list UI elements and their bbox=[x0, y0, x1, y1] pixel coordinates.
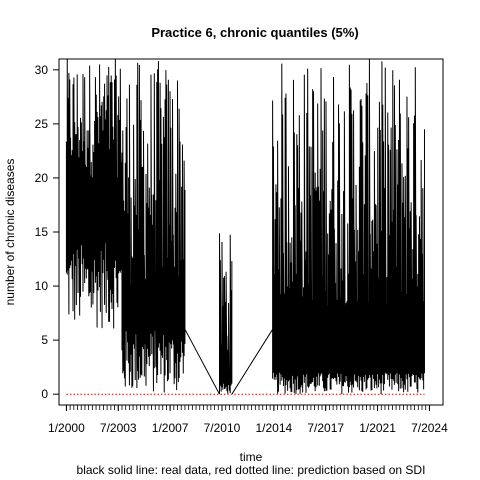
y-tick-label: 20 bbox=[35, 171, 49, 185]
series-real-segment-3 bbox=[272, 59, 425, 395]
x-tick-label: 7/2010 bbox=[204, 421, 241, 435]
x-axis-label: time bbox=[240, 450, 263, 464]
x-tick-label: 7/2024 bbox=[411, 421, 448, 435]
x-tick-label: 1/2007 bbox=[152, 421, 189, 435]
y-axis-label: number of chronic diseases bbox=[3, 159, 17, 306]
plot-area bbox=[65, 59, 425, 395]
y-axis: 0 5 10 15 20 25 30 bbox=[35, 63, 60, 401]
x-tick-label: 7/2003 bbox=[100, 421, 137, 435]
y-tick-label: 0 bbox=[41, 387, 48, 401]
x-tick-label: 1/2014 bbox=[255, 421, 292, 435]
y-tick-label: 25 bbox=[35, 117, 49, 131]
y-tick-label: 15 bbox=[35, 225, 49, 239]
chart-caption: black solid line: real data, red dotted … bbox=[77, 463, 426, 477]
series-real-segment-0 bbox=[65, 59, 123, 329]
x-axis: 1/2000 7/2003 1/2007 7/2010 1/2014 7/2017 1/20… bbox=[48, 404, 448, 435]
y-tick-label: 30 bbox=[35, 63, 49, 77]
x-tick-label: 1/2021 bbox=[359, 421, 396, 435]
y-tick-label: 5 bbox=[41, 333, 48, 347]
x-tick-label: 7/2017 bbox=[307, 421, 344, 435]
series-real-connector-1 bbox=[231, 329, 274, 395]
series-real-segment-2 bbox=[219, 233, 233, 394]
x-tick-label: 1/2000 bbox=[48, 421, 85, 435]
x-minor-ticks bbox=[66, 405, 430, 410]
series-real-segment-1 bbox=[121, 61, 186, 393]
chart-title: Practice 6, chronic quantiles (5%) bbox=[151, 25, 358, 40]
series-real-connector-0 bbox=[184, 329, 220, 395]
y-tick-label: 10 bbox=[35, 279, 49, 293]
